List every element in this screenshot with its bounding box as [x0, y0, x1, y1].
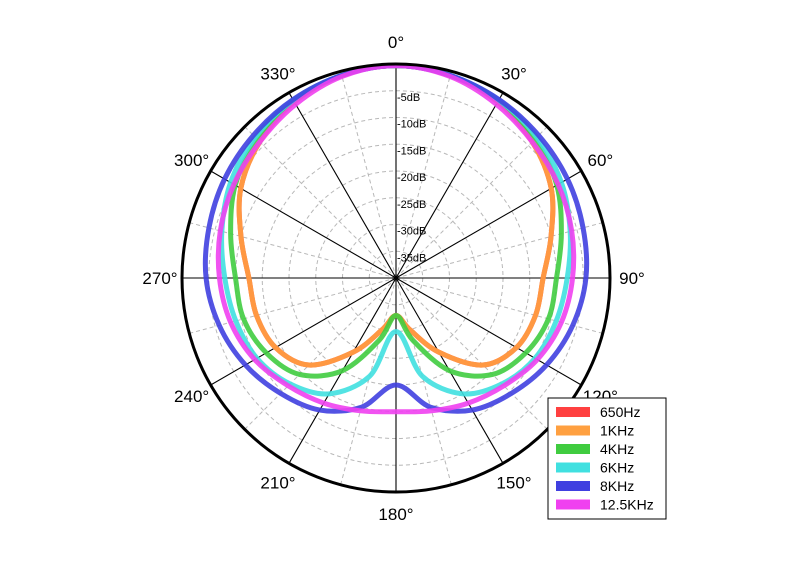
- grid-spoke: [395, 71, 452, 279]
- legend-swatch: [556, 444, 590, 454]
- radial-tick-label: -10dB: [397, 119, 426, 131]
- series-curves: [202, 63, 590, 415]
- radial-tick-label: -5dB: [397, 92, 420, 104]
- legend-label: 650Hz: [600, 404, 640, 420]
- radial-tick-label: -15dB: [397, 145, 426, 157]
- radial-tick-label: -35dB: [397, 252, 426, 264]
- legend-label: 12.5KHz: [600, 497, 654, 513]
- angle-spoke: [288, 92, 397, 279]
- angle-tick-label: 60°: [588, 151, 614, 170]
- grid-spoke: [340, 277, 397, 485]
- series-line-12-5khz: [215, 63, 577, 415]
- angle-spoke: [210, 277, 397, 386]
- grid-spoke: [395, 277, 452, 485]
- grid-spoke: [189, 277, 397, 334]
- angle-spoke: [395, 92, 504, 279]
- angle-tick-label: 0°: [388, 33, 404, 52]
- series-line-6khz: [219, 63, 573, 397]
- legend-box: [547, 397, 667, 520]
- grid-spoke: [395, 277, 548, 430]
- grid-spoke: [395, 126, 548, 279]
- angle-labels: 0°30°60°90°120°150°180°210°240°270°300°3…: [142, 33, 644, 524]
- angle-tick-label: 330°: [260, 65, 295, 84]
- legend-swatch: [556, 481, 590, 491]
- legend-swatch: [556, 462, 590, 473]
- angle-tick-label: 240°: [174, 387, 209, 406]
- angle-tick-label: 210°: [260, 473, 295, 492]
- series-line-8khz: [202, 63, 590, 414]
- radial-tick-label: -25dB: [397, 199, 426, 211]
- angle-tick-label: 180°: [378, 505, 413, 524]
- angle-spoke: [395, 277, 582, 386]
- grid-spoke: [244, 126, 397, 279]
- legend-label: 8KHz: [600, 478, 634, 494]
- grid-spoke: [340, 71, 397, 279]
- grid-spoke: [395, 277, 603, 334]
- outer-circle: [180, 62, 612, 494]
- angle-tick-label: 30°: [501, 65, 527, 84]
- legend-swatch: [556, 425, 590, 436]
- legend-swatch: [556, 407, 590, 417]
- legend-label: 1KHz: [600, 423, 634, 439]
- legend-label: 6KHz: [600, 460, 634, 476]
- legend-label: 4KHz: [600, 441, 634, 457]
- legend-swatch: [556, 499, 590, 510]
- angle-tick-label: 270°: [142, 269, 177, 288]
- radial-labels: -5dB -10dB -15dB -20dB -25dB -30dB -35dB: [397, 92, 426, 265]
- angle-tick-label: 300°: [174, 151, 209, 170]
- outer-ring: [180, 62, 612, 494]
- legend: 650Hz 1KHz 4KHz 6KHz 8KHz 12.5KHz: [547, 397, 667, 520]
- angle-tick-label: 90°: [619, 269, 645, 288]
- grid-spoke: [244, 277, 397, 430]
- radial-tick-label: -20dB: [397, 172, 426, 184]
- angle-tick-label: 150°: [496, 473, 531, 492]
- radial-tick-label: -30dB: [397, 226, 426, 238]
